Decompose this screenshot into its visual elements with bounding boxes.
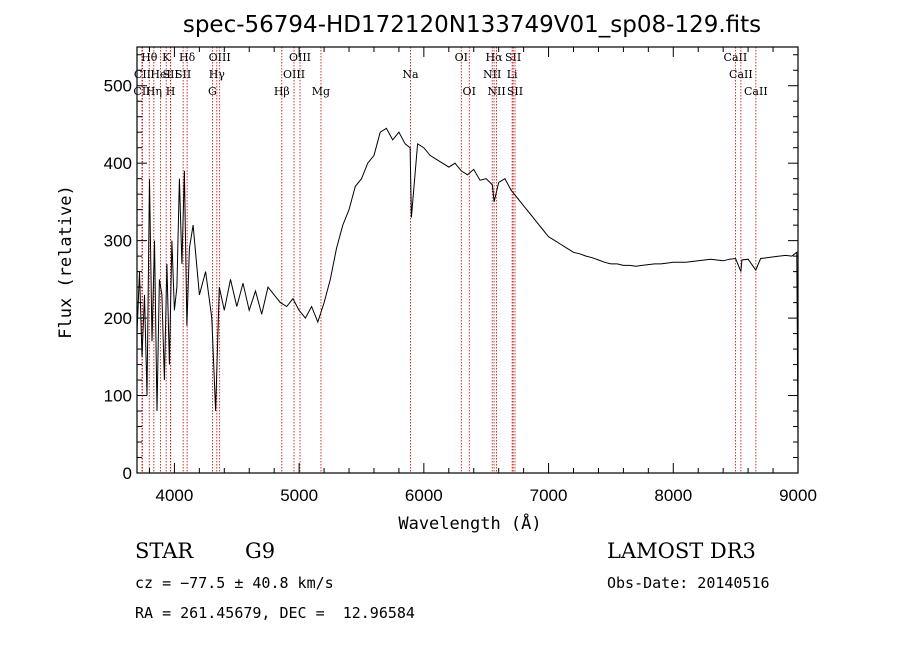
x-tick-label: 7000 — [530, 486, 568, 505]
x-axis-ticks: 4000 5000 6000 7000 8000 9000 — [148, 47, 817, 505]
x-tick-label: 9000 — [779, 486, 817, 505]
line-marker-label: OIII — [209, 51, 231, 64]
y-axis-ticks: 0 100 200 300 400 500 — [104, 54, 798, 483]
line-marker-label: Hδ — [179, 51, 196, 64]
line-marker-label: NII — [487, 85, 505, 98]
line-marker-label: CaII — [724, 51, 748, 64]
line-marker-label: OIII — [283, 68, 305, 81]
line-marker-label: Hβ — [274, 85, 290, 98]
x-tick-label: 6000 — [405, 486, 443, 505]
line-marker-label: CaII — [744, 85, 768, 98]
line-marker-label: OIII — [289, 51, 311, 64]
redshift-velocity: cz = −77.5 ± 40.8 km/s — [135, 574, 334, 592]
x-tick-label: 8000 — [654, 486, 692, 505]
y-tick-label: 500 — [104, 77, 132, 96]
line-marker-label: CII — [133, 85, 150, 98]
line-marker-label: SII — [505, 51, 521, 64]
object-type: STAR — [135, 539, 194, 563]
line-marker-label: Mg — [312, 85, 330, 98]
line-marker-label: CaII — [729, 68, 753, 81]
line-marker-label: Li — [507, 68, 518, 81]
y-tick-label: 300 — [104, 232, 132, 251]
x-axis-label: Wavelength (Å) — [398, 512, 541, 534]
line-marker-label: SII — [175, 68, 191, 81]
y-tick-label: 0 — [123, 464, 132, 483]
line-marker-label: Hγ — [209, 68, 226, 81]
line-marker-label: OI — [455, 51, 468, 64]
spectral-subclass: G9 — [245, 539, 276, 563]
line-marker-label: G — [208, 85, 217, 98]
y-axis-label: Flux (relative) — [56, 185, 76, 339]
line-marker-label: CII — [134, 68, 151, 81]
line-marker-label: Hθ — [141, 51, 158, 64]
spectral-line-markers: Hθ CII CII K HeI Hη SII H Hδ SII OIII Hγ G OIII OIII Hβ… — [133, 47, 768, 473]
observation-date: Obs-Date: 20140516 — [607, 574, 770, 592]
coordinates: RA = 261.45679, DEC = 12.96584 — [135, 604, 415, 622]
spectrum-line — [136, 127, 799, 443]
chart-title: spec-56794-HD172120N133749V01_sp08-129.f… — [183, 12, 761, 38]
line-marker-label: K — [162, 51, 171, 64]
x-tick-label: 4000 — [156, 486, 194, 505]
line-marker-label: H — [166, 85, 176, 98]
line-marker-label: HeI — [150, 68, 170, 81]
line-marker-label: SII — [507, 85, 523, 98]
survey-name: LAMOST DR3 — [607, 539, 756, 563]
line-marker-label: OI — [463, 85, 476, 98]
line-marker-label: Hα — [486, 51, 504, 64]
line-marker-label: NII — [483, 68, 501, 81]
y-tick-label: 400 — [104, 154, 132, 173]
line-marker-label: Na — [402, 68, 419, 81]
y-tick-label: 200 — [104, 309, 132, 328]
line-marker-label: Hη — [146, 85, 162, 98]
x-tick-label: 5000 — [280, 486, 318, 505]
y-tick-label: 100 — [104, 387, 132, 406]
plot-frame — [136, 46, 799, 474]
